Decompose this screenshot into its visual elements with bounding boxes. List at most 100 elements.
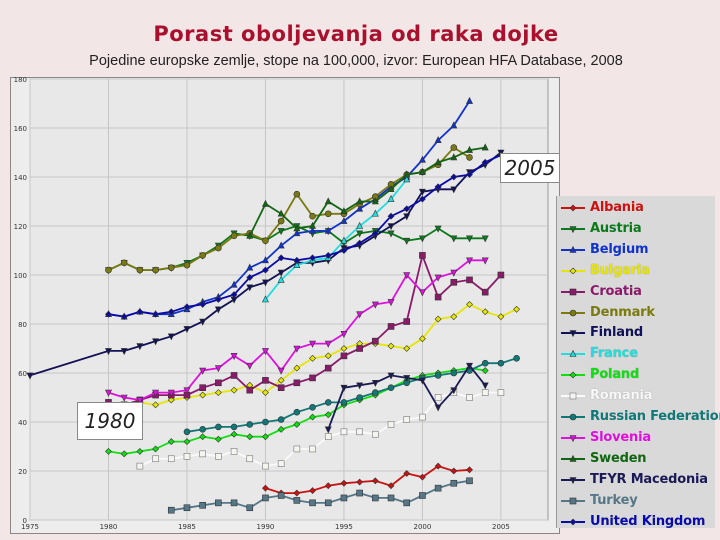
data-point <box>387 194 395 202</box>
data-point <box>199 391 207 399</box>
data-point <box>262 462 269 470</box>
series-united-kingdom <box>105 151 505 321</box>
data-point <box>403 345 411 352</box>
data-point <box>215 379 222 387</box>
data-point <box>481 288 489 296</box>
data-point <box>372 337 379 345</box>
data-point <box>466 300 473 308</box>
data-point <box>215 452 222 460</box>
data-point <box>324 411 332 419</box>
data-point <box>450 121 458 129</box>
data-point <box>450 387 458 395</box>
data-point <box>167 455 175 463</box>
data-point <box>277 209 285 217</box>
data-point <box>136 447 144 455</box>
data-point <box>246 362 254 370</box>
data-point <box>434 158 442 166</box>
data-point <box>262 266 269 274</box>
data-point <box>246 263 254 271</box>
legend-marker <box>569 392 577 400</box>
data-point <box>167 396 175 404</box>
data-point <box>277 376 285 384</box>
data-point <box>152 445 160 453</box>
data-point <box>418 167 426 175</box>
data-point <box>230 232 238 240</box>
data-point <box>387 384 395 392</box>
data-point <box>497 271 505 279</box>
legend-item: France <box>557 344 715 364</box>
data-point <box>277 416 285 423</box>
data-point <box>136 343 144 351</box>
data-point <box>418 473 426 481</box>
data-point <box>418 195 426 203</box>
series-france <box>261 175 411 303</box>
data-point <box>387 342 395 350</box>
data-point <box>183 452 191 460</box>
data-point <box>309 413 316 421</box>
data-point <box>120 450 128 458</box>
data-point <box>466 477 473 485</box>
legend-item: Austria <box>557 219 715 239</box>
legend-marker <box>569 371 577 379</box>
data-point <box>183 428 191 436</box>
data-point <box>120 313 128 321</box>
data-point <box>230 353 238 361</box>
data-point <box>356 197 364 205</box>
data-point <box>481 389 489 396</box>
data-point <box>293 421 301 428</box>
data-point <box>167 438 175 446</box>
data-point <box>120 394 128 402</box>
data-point <box>262 433 269 441</box>
data-point <box>419 492 426 499</box>
data-point <box>403 318 411 325</box>
data-point <box>261 256 269 264</box>
data-point <box>356 204 364 212</box>
data-point <box>434 274 442 282</box>
series-tfyr-macedonia <box>324 362 489 434</box>
data-point <box>199 384 206 392</box>
y-tick-label: 160 <box>14 125 27 133</box>
data-point <box>324 197 332 205</box>
legend-label: Romania <box>590 388 653 404</box>
data-point <box>104 389 112 397</box>
data-point <box>262 494 269 502</box>
y-tick-label: 0 <box>23 517 27 525</box>
data-point <box>261 279 269 287</box>
data-point <box>324 426 332 434</box>
legend-marker <box>569 204 577 212</box>
data-point <box>309 226 317 234</box>
data-point <box>450 313 458 321</box>
data-point <box>246 433 254 441</box>
data-point <box>183 261 191 269</box>
data-point <box>136 397 144 405</box>
data-point <box>246 386 254 394</box>
data-point <box>434 394 442 401</box>
data-point <box>387 185 395 193</box>
legend-label: Finland <box>590 325 643 341</box>
legend-item: Russian Federation <box>557 407 720 427</box>
data-point <box>340 384 348 392</box>
data-point <box>434 484 442 492</box>
legend-marker <box>569 330 577 338</box>
y-tick-label: 100 <box>14 272 27 280</box>
data-point <box>277 425 285 433</box>
data-point <box>277 269 285 277</box>
data-point <box>309 374 316 382</box>
data-point <box>434 225 442 233</box>
data-point <box>403 499 411 507</box>
data-point <box>466 394 473 401</box>
data-point <box>167 264 175 271</box>
series-line <box>186 357 517 433</box>
data-point <box>324 251 332 259</box>
series-turkey <box>167 477 473 514</box>
data-point <box>481 367 489 374</box>
x-tick-label: 1980 <box>100 523 118 531</box>
data-point <box>418 155 426 163</box>
data-point <box>434 315 442 323</box>
data-point <box>293 224 301 232</box>
data-point <box>371 301 379 309</box>
data-point <box>246 274 254 281</box>
data-point <box>230 448 238 455</box>
legend-marker <box>569 309 577 316</box>
data-point <box>167 333 175 341</box>
